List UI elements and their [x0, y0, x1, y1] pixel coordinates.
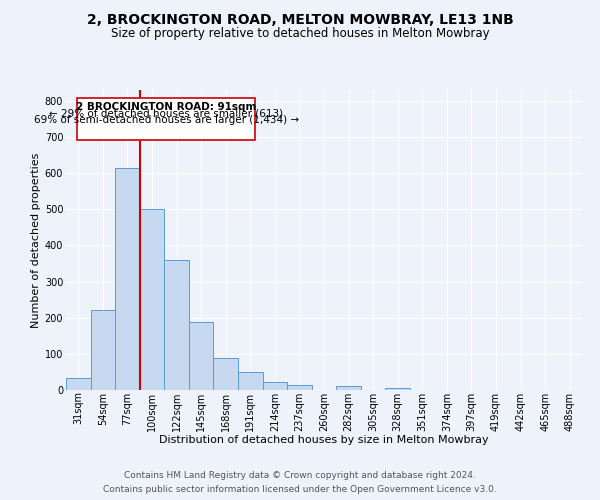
- Text: ← 29% of detached houses are smaller (613): ← 29% of detached houses are smaller (61…: [49, 108, 283, 118]
- Text: 2 BROCKINGTON ROAD: 91sqm: 2 BROCKINGTON ROAD: 91sqm: [76, 102, 256, 112]
- Bar: [164, 260, 189, 390]
- Bar: [238, 372, 263, 390]
- Text: Size of property relative to detached houses in Melton Mowbray: Size of property relative to detached ho…: [110, 28, 490, 40]
- Bar: [287, 385, 312, 390]
- Bar: [385, 388, 410, 390]
- Text: 69% of semi-detached houses are larger (1,434) →: 69% of semi-detached houses are larger (…: [34, 114, 299, 124]
- Bar: [214, 358, 238, 390]
- Bar: [263, 382, 287, 390]
- Bar: [115, 168, 140, 390]
- Text: 2, BROCKINGTON ROAD, MELTON MOWBRAY, LE13 1NB: 2, BROCKINGTON ROAD, MELTON MOWBRAY, LE1…: [86, 12, 514, 26]
- FancyBboxPatch shape: [77, 98, 255, 140]
- Bar: [189, 322, 214, 390]
- Y-axis label: Number of detached properties: Number of detached properties: [31, 152, 41, 328]
- Bar: [66, 378, 91, 390]
- X-axis label: Distribution of detached houses by size in Melton Mowbray: Distribution of detached houses by size …: [159, 435, 489, 445]
- Text: Contains HM Land Registry data © Crown copyright and database right 2024.
Contai: Contains HM Land Registry data © Crown c…: [103, 472, 497, 494]
- Bar: [140, 210, 164, 390]
- Bar: [91, 310, 115, 390]
- Bar: [336, 386, 361, 390]
